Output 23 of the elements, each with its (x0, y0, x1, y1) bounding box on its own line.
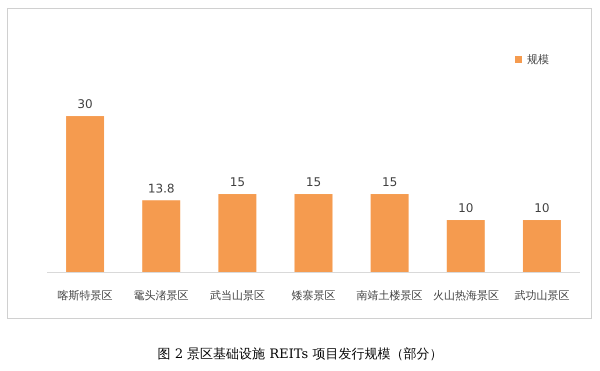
bar (522, 220, 561, 272)
data-label: 10 (458, 201, 474, 216)
data-label: 13.8 (148, 181, 175, 196)
x-tick-label: 南靖土楼景区 (356, 289, 423, 302)
bar (446, 220, 485, 272)
legend-label: 规模 (527, 53, 549, 66)
text: 图 2 景区基础设施 REITs 项目发行规模（部分） (158, 347, 442, 362)
x-tick-label: 鼋头渚景区 (134, 289, 189, 302)
x-tick-label: 喀斯特景区 (58, 289, 113, 302)
data-label: 10 (534, 201, 550, 216)
bar (294, 194, 332, 272)
bar (142, 200, 180, 272)
x-tick-label: 矮寨景区 (292, 289, 336, 302)
x-tick-label: 武功山景区 (514, 289, 570, 302)
data-label: 15 (382, 175, 398, 190)
data-label: 15 (306, 175, 322, 190)
x-tick-label: 武当山景区 (210, 289, 265, 302)
x-tick-label: 火山热海景区 (432, 289, 499, 302)
bar (370, 194, 409, 272)
data-label: 15 (230, 175, 245, 190)
data-label: 30 (77, 97, 93, 112)
bar (66, 116, 104, 272)
bar (218, 194, 256, 272)
